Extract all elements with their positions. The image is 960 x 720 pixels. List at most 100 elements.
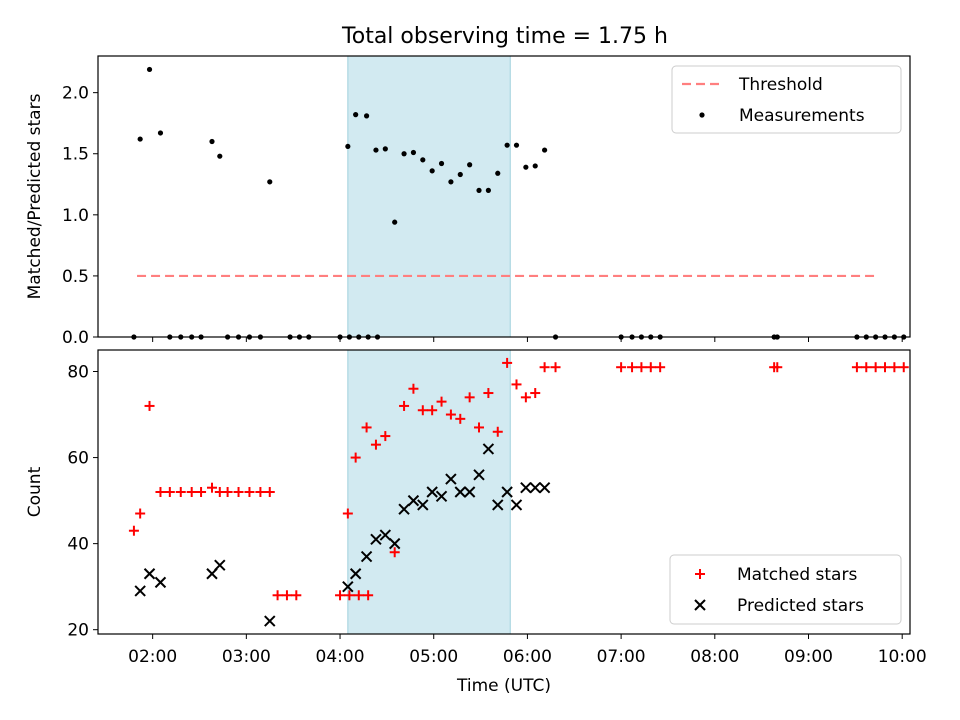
matched-star-point bbox=[455, 413, 466, 424]
matched-star-point bbox=[353, 590, 364, 601]
x-tick-label: 09:00 bbox=[784, 647, 833, 667]
matched-star-point bbox=[135, 508, 146, 519]
predicted-star-point bbox=[538, 481, 551, 494]
predicted-star-point bbox=[360, 550, 373, 563]
matched-star-point bbox=[363, 590, 374, 601]
predicted-star-point bbox=[435, 490, 448, 503]
x-tick-label: 03:00 bbox=[222, 647, 271, 667]
measurement-point bbox=[457, 171, 463, 178]
matched-star-point bbox=[502, 357, 513, 368]
predicted-star-mark-b bbox=[349, 568, 362, 580]
predicted-star-point bbox=[407, 494, 420, 507]
measurement-point bbox=[382, 146, 388, 152]
matched-star-point bbox=[627, 362, 638, 373]
matched-star-point bbox=[206, 482, 217, 493]
matched-star-point bbox=[144, 400, 155, 411]
matched-star-point bbox=[342, 508, 353, 519]
measurement-point bbox=[267, 179, 273, 185]
predicted-star-mark-b bbox=[388, 537, 401, 550]
legend-matched-label: Matched stars bbox=[737, 565, 857, 585]
x-tick-label: 05:00 bbox=[409, 647, 458, 667]
predicted-star-point bbox=[529, 481, 541, 494]
predicted-star-mark-b bbox=[360, 550, 373, 563]
matched-star-point bbox=[889, 362, 900, 373]
matched-star-point bbox=[196, 487, 207, 497]
measurement-point bbox=[345, 143, 351, 150]
predicted-star-mark-b bbox=[501, 486, 513, 498]
predicted-star-point bbox=[445, 473, 457, 485]
predicted-star-mark-b bbox=[520, 481, 532, 494]
predicted-star-mark-b bbox=[154, 576, 167, 589]
predicted-star-mark-b bbox=[342, 580, 354, 593]
x-axis-label: Time (UTC) bbox=[456, 676, 551, 696]
y-tick-label: 40 bbox=[67, 535, 89, 555]
matched-star-point bbox=[233, 487, 244, 497]
predicted-star-mark-b bbox=[426, 486, 438, 498]
predicted-star-mark-b bbox=[463, 486, 476, 498]
predicted-star-point bbox=[492, 499, 504, 511]
matched-star-point bbox=[436, 396, 447, 407]
matched-star-point bbox=[128, 525, 139, 536]
matched-star-point bbox=[272, 590, 283, 601]
predicted-star-mark-b bbox=[435, 490, 448, 503]
x-tick-label: 06:00 bbox=[503, 647, 552, 667]
x-tick-label: 04:00 bbox=[316, 647, 365, 667]
measurement-point bbox=[353, 112, 359, 118]
measurement-point bbox=[448, 179, 454, 185]
matched-star-point bbox=[264, 487, 275, 497]
predicted-star-point bbox=[388, 537, 401, 550]
measurement-point bbox=[137, 136, 143, 142]
matched-star-point bbox=[175, 487, 186, 497]
predicted-star-point bbox=[426, 486, 438, 498]
matched-star-point bbox=[408, 383, 419, 394]
predicted-star-mark-b bbox=[529, 481, 541, 494]
predicted-star-mark-b bbox=[482, 443, 495, 455]
matched-star-point bbox=[427, 405, 438, 416]
legend-predicted-label: Predicted stars bbox=[737, 596, 864, 616]
matched-star-point bbox=[530, 388, 541, 399]
measurement-point bbox=[373, 147, 379, 153]
predicted-star-point bbox=[349, 568, 362, 580]
matched-star-point bbox=[616, 362, 627, 373]
matched-star-point bbox=[244, 487, 255, 497]
matched-star-point bbox=[464, 392, 475, 403]
measurement-point bbox=[438, 160, 445, 167]
matched-star-point bbox=[520, 392, 531, 403]
matched-star-point bbox=[511, 379, 522, 390]
matched-star-point bbox=[851, 362, 862, 373]
observing-time-span bbox=[347, 349, 511, 635]
matched-star-point bbox=[399, 400, 410, 411]
predicted-star-point bbox=[214, 559, 226, 571]
axes-frame bbox=[97, 55, 911, 338]
matched-star-point bbox=[291, 590, 302, 601]
x-tick-label: 07:00 bbox=[597, 647, 646, 667]
predicted-star-mark-b bbox=[398, 503, 410, 515]
matched-star-point bbox=[636, 362, 647, 373]
y-tick-label: 0.5 bbox=[62, 267, 89, 287]
measurement-point bbox=[523, 164, 529, 170]
predicted-star-point bbox=[398, 503, 410, 515]
matched-star-point bbox=[645, 362, 656, 373]
matched-star-point bbox=[474, 422, 485, 433]
y-axis-label: Count bbox=[25, 466, 45, 517]
measurement-point bbox=[542, 147, 548, 153]
measurement-point bbox=[513, 142, 520, 148]
y-tick-label: 2.0 bbox=[62, 84, 89, 104]
predicted-star-mark-b bbox=[407, 494, 420, 507]
legend-box bbox=[669, 554, 902, 625]
measurement-point bbox=[504, 142, 510, 148]
predicted-star-point bbox=[370, 533, 382, 546]
predicted-star-point bbox=[510, 499, 523, 511]
predicted-star-mark-b bbox=[445, 473, 457, 485]
matched-star-point bbox=[344, 590, 355, 601]
matched-star-point bbox=[655, 362, 666, 373]
measurement-point bbox=[467, 162, 473, 168]
y-tick-label: 80 bbox=[67, 363, 89, 383]
matched-star-point bbox=[155, 487, 166, 497]
predicted-star-point bbox=[463, 486, 476, 498]
x-tick-label: 08:00 bbox=[690, 647, 739, 667]
predicted-star-point bbox=[473, 469, 485, 481]
measurement-point bbox=[410, 149, 417, 156]
y-tick-label: 60 bbox=[67, 449, 89, 469]
